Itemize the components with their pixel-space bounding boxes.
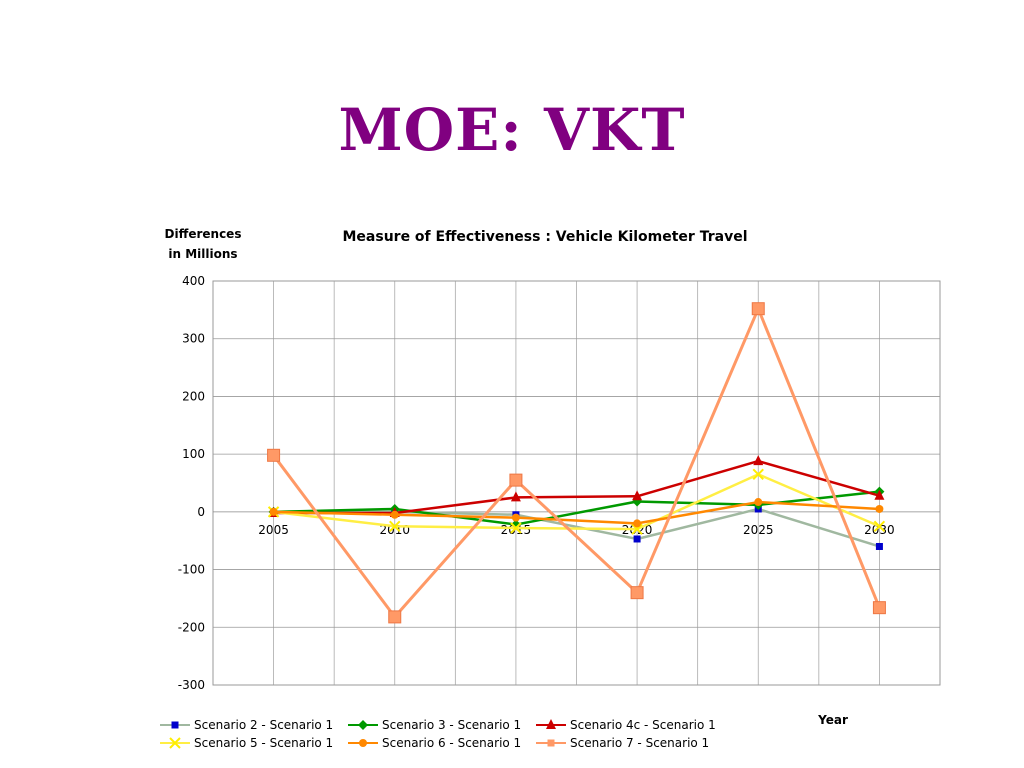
data-point xyxy=(546,719,556,729)
legend-swatch-marker xyxy=(547,739,555,747)
data-point xyxy=(754,498,763,507)
legend-swatch-marker xyxy=(359,739,367,747)
data-point xyxy=(359,739,367,747)
x-tick-label: 2025 xyxy=(743,523,774,537)
y-axis-label: Differences in Millions xyxy=(164,227,242,261)
data-point xyxy=(633,519,642,528)
data-point xyxy=(633,535,641,543)
x-tick-label: 2015 xyxy=(501,523,532,537)
data-point xyxy=(267,448,281,462)
chart-legend: Scenario 2 - Scenario 1 Scenario 3 - Scen… xyxy=(160,717,760,751)
data-point xyxy=(171,721,179,729)
data-point xyxy=(389,520,401,532)
data-point xyxy=(390,510,399,519)
data-point xyxy=(872,601,886,615)
data-point xyxy=(752,468,764,481)
x-tick-label: 2005 xyxy=(258,523,289,537)
legend-label: Scenario 6 - Scenario 1 xyxy=(382,736,522,750)
legend-item: Scenario 6 - Scenario 1 xyxy=(348,735,536,751)
legend-swatch xyxy=(348,739,378,747)
legend-item: Scenario 3 - Scenario 1 xyxy=(348,717,536,733)
y-tick-label: 300 xyxy=(182,332,205,346)
series-5 xyxy=(269,498,884,528)
data-point xyxy=(169,737,181,749)
data-point xyxy=(358,720,368,730)
data-point xyxy=(510,522,522,534)
data-point xyxy=(875,504,884,513)
legend-swatch-marker xyxy=(169,737,181,749)
data-point xyxy=(509,473,523,487)
legend-label: Scenario 7 - Scenario 1 xyxy=(570,736,710,750)
series-6 xyxy=(267,302,886,624)
series-line xyxy=(273,459,880,515)
data-point xyxy=(269,507,278,516)
y-tick-label: 400 xyxy=(182,274,205,288)
series-line xyxy=(273,473,880,531)
legend-swatch xyxy=(536,739,566,747)
x-tick-label: 2030 xyxy=(864,523,895,537)
data-point xyxy=(874,489,885,500)
data-point xyxy=(753,455,764,466)
slide-title: MOE: VKT xyxy=(338,96,686,164)
y-tick-label: 100 xyxy=(182,447,205,461)
series-line xyxy=(272,307,881,619)
legend-item: Scenario 4c - Scenario 1 xyxy=(536,717,756,733)
legend-label: Scenario 4c - Scenario 1 xyxy=(570,718,716,732)
data-point xyxy=(510,491,521,502)
legend-item: Scenario 2 - Scenario 1 xyxy=(160,717,348,733)
data-point xyxy=(875,542,883,550)
data-point xyxy=(547,739,555,747)
data-point xyxy=(751,302,765,316)
y-tick-label: -300 xyxy=(178,678,205,692)
data-point xyxy=(630,586,644,600)
data-point xyxy=(388,610,402,624)
data-point xyxy=(873,520,886,532)
x-axis-label: Year xyxy=(818,713,848,727)
legend-swatch xyxy=(160,737,190,749)
legend-label: Scenario 5 - Scenario 1 xyxy=(194,736,334,750)
y-tick-label: -100 xyxy=(178,563,205,577)
legend-item: Scenario 7 - Scenario 1 xyxy=(536,735,756,751)
chart-title: Measure of Effectiveness : Vehicle Kilom… xyxy=(342,229,748,245)
y-tick-label: -200 xyxy=(178,620,205,634)
data-point xyxy=(511,513,520,522)
data-point xyxy=(632,490,643,501)
legend-item: Scenario 5 - Scenario 1 xyxy=(160,735,348,751)
legend-swatch-marker xyxy=(546,719,556,729)
legend-swatch xyxy=(536,719,566,729)
legend-swatch xyxy=(160,721,190,729)
legend-swatch xyxy=(348,720,378,730)
legend-swatch-marker xyxy=(358,720,368,730)
series-line xyxy=(273,500,880,525)
legend-label: Scenario 2 - Scenario 1 xyxy=(194,718,334,732)
y-tick-label: 0 xyxy=(197,505,205,519)
legend-label: Scenario 3 - Scenario 1 xyxy=(382,718,522,732)
y-tick-label: 200 xyxy=(182,389,205,403)
legend-swatch-marker xyxy=(171,721,179,729)
data-point xyxy=(631,523,643,535)
